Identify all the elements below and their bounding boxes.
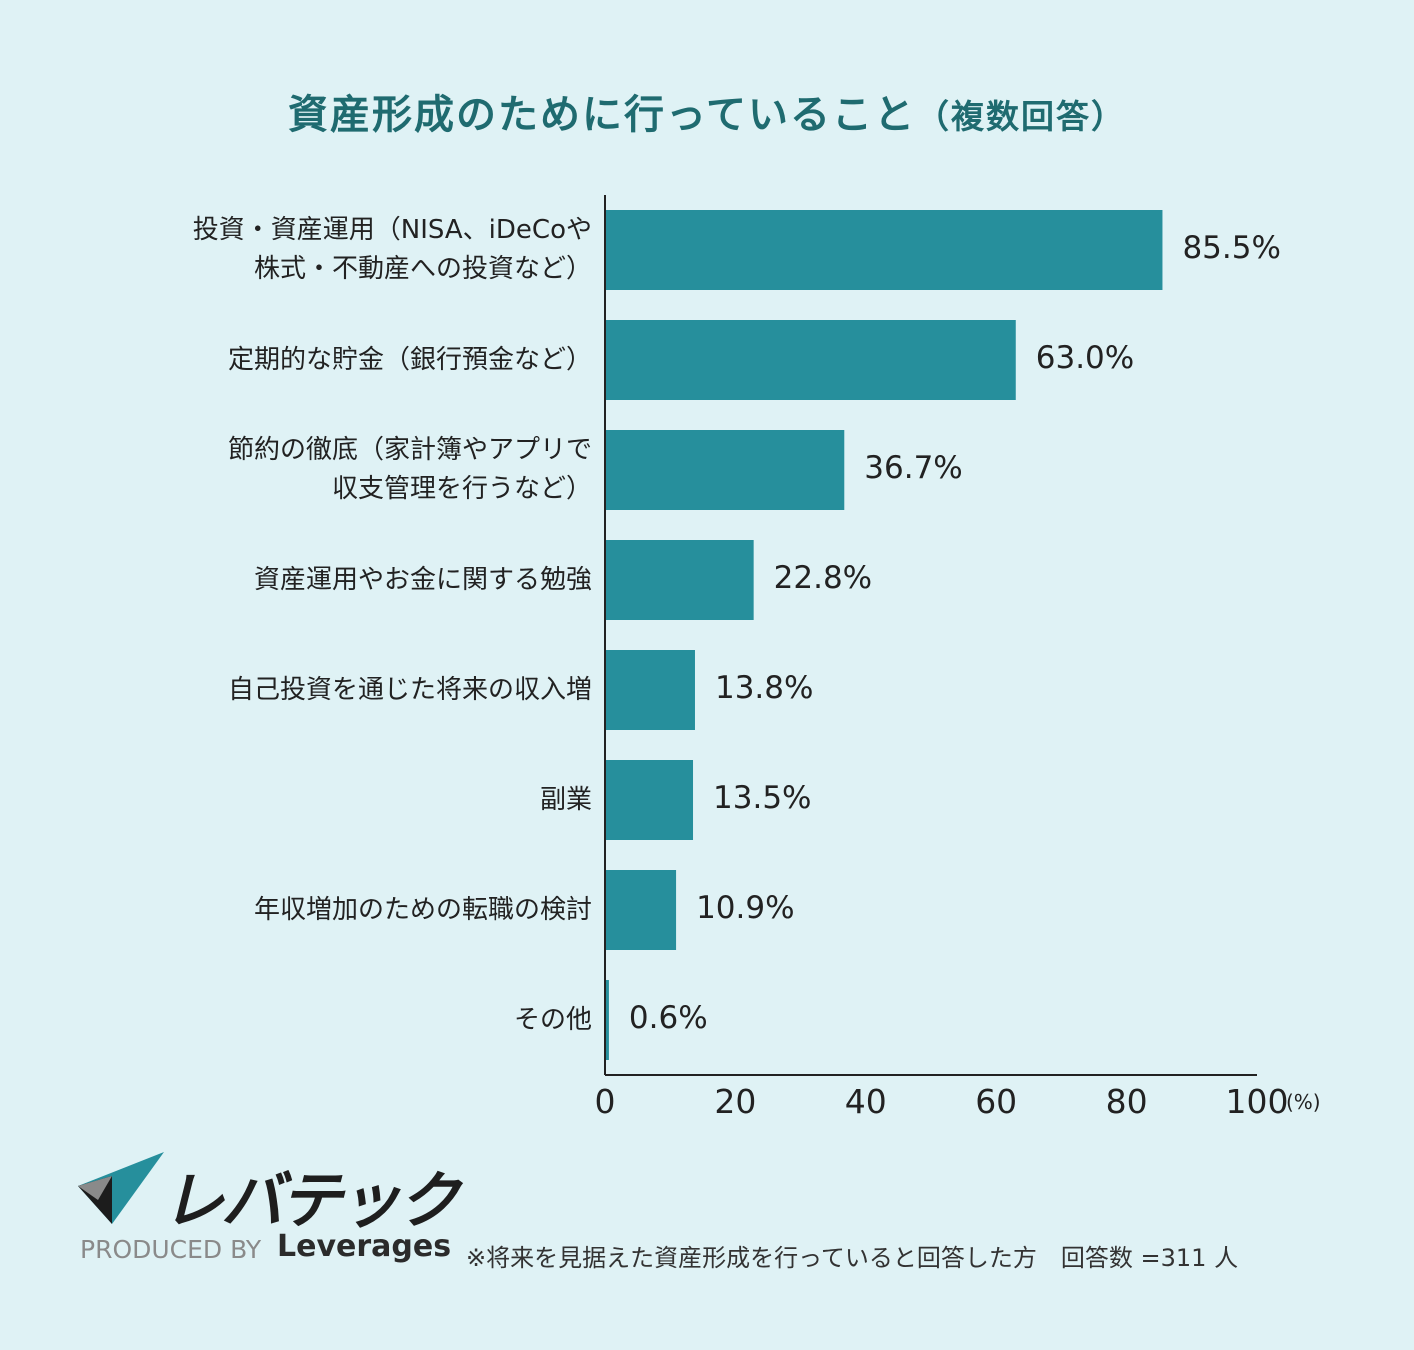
x-tick-label-4: 80 (1105, 1082, 1148, 1121)
bar-2 (605, 430, 845, 510)
value-label-5: 13.5% (713, 780, 812, 816)
bar-4 (605, 650, 695, 730)
value-label-0: 85.5% (1182, 230, 1281, 266)
category-label-1: 定期的な貯金（銀行預金など） (227, 344, 592, 375)
x-tick-label-2: 40 (844, 1082, 887, 1121)
category-label-2: 節約の徹底（家計簿やアプリで 収支管理を行うなど） (227, 435, 592, 504)
brand-logo-text: レバテック (162, 1164, 460, 1237)
bar-chart (604, 195, 1257, 1076)
value-label-6: 10.9% (696, 890, 795, 926)
x-tick-label-0: 0 (594, 1082, 616, 1121)
category-label-5: 副業 (539, 784, 592, 815)
category-label-7: その他 (513, 1004, 592, 1035)
bar-0 (605, 210, 1163, 290)
x-tick-label-1: 20 (714, 1082, 757, 1121)
value-label-2: 36.7% (864, 450, 963, 486)
bar-7 (605, 980, 609, 1060)
bar-3 (605, 540, 754, 620)
produced-by-label: PRODUCED BY (80, 1235, 262, 1264)
chart-title: 資産形成のために行っていること（複数回答） (0, 82, 1414, 140)
category-label-0: 投資・資産運用（NISA、iDeCoや 株式・不動産への投資など） (192, 215, 592, 284)
chart-title-sub: （複数回答） (916, 97, 1126, 136)
value-label-1: 63.0% (1035, 340, 1135, 376)
leverages-logo-icon (78, 1152, 164, 1224)
value-label-4: 13.8% (714, 670, 814, 706)
value-label-7: 0.6% (628, 1000, 708, 1036)
category-label-4: 自己投資を通じた将来の収入増 (227, 674, 592, 705)
bar-5 (605, 760, 694, 840)
category-label-6: 年収増加のための転職の検討 (253, 894, 592, 925)
bar-1 (605, 320, 1016, 400)
chart-title-main: 資産形成のために行っていること (288, 92, 916, 138)
company-name: Leverages (277, 1229, 452, 1264)
x-tick-label-3: 60 (975, 1082, 1018, 1121)
footnote: ※将来を見据えた資産形成を行っていると回答した方 回答数 =311 人 (466, 1244, 1239, 1272)
x-tick-label-5: 100 (1225, 1082, 1289, 1121)
category-label-3: 資産運用やお金に関する勉強 (253, 564, 592, 595)
x-axis-unit: (%) (1286, 1090, 1321, 1114)
bar-6 (605, 870, 677, 950)
value-label-3: 22.8% (773, 560, 873, 596)
